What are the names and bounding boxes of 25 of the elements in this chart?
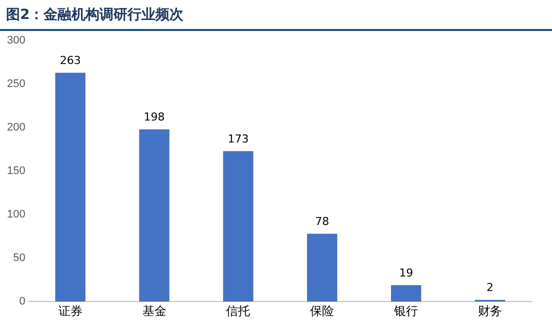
data-label: 19 [399, 266, 414, 280]
y-tick-label: 200 [6, 122, 26, 134]
bar [390, 285, 422, 302]
chart-title: 图2：金融机构调研行业频次 [0, 0, 552, 31]
x-tick-label: 财务 [478, 304, 502, 318]
bar [55, 72, 86, 302]
y-tick-label: 50 [13, 252, 26, 264]
bar [307, 234, 338, 302]
x-tick-label: 信托 [226, 304, 250, 318]
x-tick-label: 证券 [58, 304, 82, 318]
bar [223, 151, 254, 302]
y-tick-label: 300 [6, 34, 26, 47]
x-tick-label: 银行 [393, 304, 418, 318]
x-tick-label: 基金 [142, 304, 166, 318]
data-label: 2 [486, 281, 494, 294]
y-tick-label: 0 [19, 296, 26, 308]
y-tick-label: 250 [6, 78, 26, 90]
x-tick-label: 保险 [310, 304, 334, 318]
y-tick-label: 100 [6, 208, 26, 221]
data-label: 78 [315, 215, 330, 228]
data-label: 198 [144, 110, 165, 124]
y-tick-label: 150 [6, 165, 26, 178]
bar [139, 129, 170, 302]
data-label: 173 [228, 132, 249, 146]
data-label: 263 [60, 54, 81, 68]
